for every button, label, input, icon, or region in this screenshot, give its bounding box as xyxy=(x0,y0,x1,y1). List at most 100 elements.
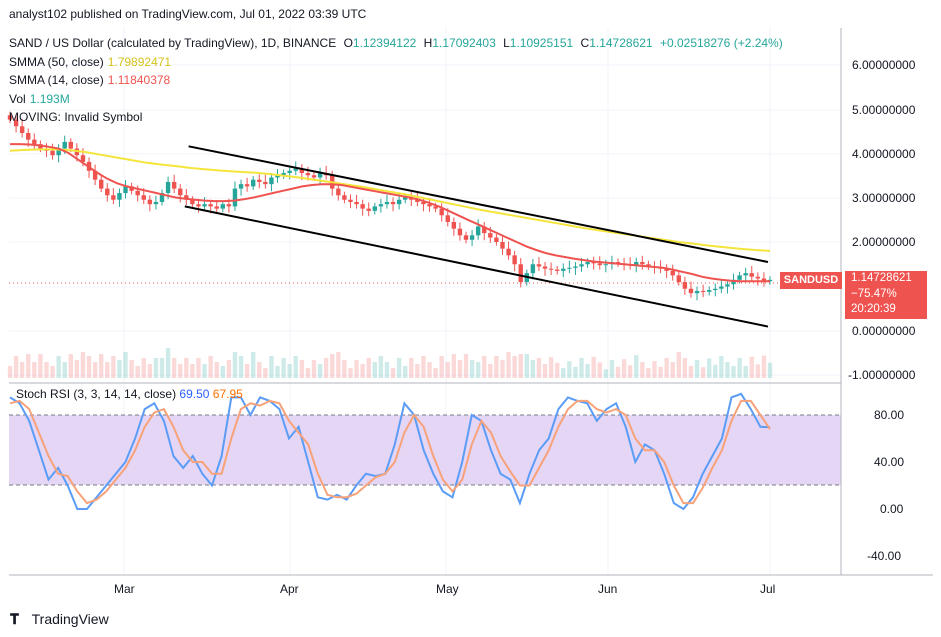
volume-bar xyxy=(615,366,621,378)
candle-body xyxy=(707,290,712,292)
candle-body xyxy=(372,206,377,211)
candle-body xyxy=(336,188,341,196)
candle-body xyxy=(190,199,195,205)
candle-body xyxy=(171,181,177,189)
candle-body xyxy=(548,268,554,270)
stoch-label[interactable]: Stoch RSI (3, 3, 14, 14, close) xyxy=(16,387,177,401)
change-value: +0.02518276 (+2.24%) xyxy=(659,36,783,50)
candle-body xyxy=(184,195,189,200)
high-value: 1.17092403 xyxy=(432,36,496,50)
candle-body xyxy=(196,204,201,207)
candle-body xyxy=(26,132,31,140)
candle-body xyxy=(263,181,268,185)
candle-body xyxy=(573,266,578,268)
volume-bar xyxy=(439,356,444,378)
candle-body xyxy=(403,197,408,200)
time-tick: Apr xyxy=(280,582,299,596)
volume-bar xyxy=(427,362,432,378)
candle-body xyxy=(153,201,159,205)
volume-bar xyxy=(536,358,542,378)
candle-body xyxy=(348,199,353,202)
volume-bar xyxy=(336,352,341,378)
candle-body xyxy=(615,262,621,264)
candle-body xyxy=(664,268,669,271)
close-label: C xyxy=(580,36,590,50)
volume-bar xyxy=(396,358,402,378)
volume-bar xyxy=(214,362,219,378)
volume-bar xyxy=(251,352,256,378)
volume-bar xyxy=(311,360,317,378)
volume-bar xyxy=(7,366,13,378)
candle-body xyxy=(257,179,262,182)
volume-bar xyxy=(494,356,499,378)
volume-bar xyxy=(342,360,347,378)
volume-bar xyxy=(147,364,153,378)
volume-bar xyxy=(676,352,681,378)
volume-bar xyxy=(360,364,365,378)
volume-bar xyxy=(135,366,140,378)
volume-bar xyxy=(178,364,183,378)
smma14-line xyxy=(10,143,770,283)
candle-body xyxy=(244,184,250,187)
symbol-title[interactable]: SAND / US Dollar (calculated by TradingV… xyxy=(9,36,337,50)
candle-body xyxy=(585,262,590,265)
candle-body xyxy=(713,288,718,291)
vol-label[interactable]: Vol xyxy=(9,91,26,106)
volume-bar xyxy=(372,362,377,378)
last-price-box: 1.14728621 −75.47% 20:20:39 xyxy=(845,271,927,319)
volume-bar xyxy=(62,362,67,378)
volume-bar xyxy=(500,360,505,378)
volume-bar xyxy=(74,360,80,378)
volume-bar xyxy=(719,356,724,378)
stoch-k-value: 69.50 xyxy=(179,387,210,401)
volume-bar xyxy=(755,364,761,378)
candle-body xyxy=(761,278,767,282)
candle-body xyxy=(488,233,493,238)
candle-body xyxy=(214,206,219,209)
candle-body xyxy=(202,204,207,207)
candle-body xyxy=(275,175,280,178)
volume-bar xyxy=(287,364,292,378)
volume-bar xyxy=(68,354,73,378)
volume-bar xyxy=(86,356,92,378)
candle-body xyxy=(634,262,639,266)
candle-body xyxy=(427,204,432,207)
volume-bar xyxy=(19,362,25,378)
moving-label[interactable]: MOVING: Invalid Symbol xyxy=(9,110,143,124)
volume-bar xyxy=(579,358,584,378)
volume-bar xyxy=(348,368,353,378)
volume-bar xyxy=(32,362,37,378)
candle-body xyxy=(749,273,754,277)
time-tick: May xyxy=(436,582,459,596)
volume-bar xyxy=(26,354,31,378)
volume-bar xyxy=(707,358,712,378)
candle-body xyxy=(19,126,25,133)
tradingview-footer[interactable]: 𝐓 TradingView xyxy=(10,611,109,628)
volume-bar xyxy=(457,360,463,378)
smma14-label[interactable]: SMMA (14, close) xyxy=(9,73,104,87)
candle-body xyxy=(135,190,140,196)
candle-body xyxy=(165,181,171,194)
candle-body xyxy=(396,199,402,205)
smma50-label[interactable]: SMMA (50, close) xyxy=(9,54,104,69)
price-tick: 5.00000000 xyxy=(852,103,916,117)
volume-bar xyxy=(694,360,700,378)
candle-body xyxy=(159,193,165,202)
volume-bar xyxy=(670,362,675,378)
high-label: H xyxy=(423,36,433,50)
volume-bar xyxy=(153,358,159,378)
volume-bar xyxy=(99,354,104,378)
volume-bar xyxy=(105,362,110,378)
volume-bar xyxy=(445,362,450,378)
tradingview-logo-icon: 𝐓 xyxy=(10,611,20,627)
volume-bar xyxy=(129,360,134,378)
volume-bar xyxy=(409,358,414,378)
candle-body xyxy=(305,173,311,176)
volume-bar xyxy=(305,368,311,378)
volume-bar xyxy=(518,354,523,378)
volume-bar xyxy=(482,356,487,378)
candle-body xyxy=(482,226,487,234)
candle-body xyxy=(178,188,183,196)
candle-body xyxy=(421,201,426,205)
